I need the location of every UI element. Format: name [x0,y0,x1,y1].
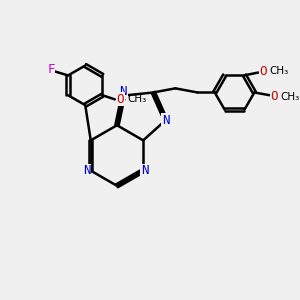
Text: N: N [141,164,148,177]
Text: CH₃: CH₃ [281,92,300,102]
Text: CH₃: CH₃ [269,66,289,76]
Text: O: O [116,93,124,106]
Text: N: N [162,114,169,127]
Text: N: N [119,85,127,98]
Text: O: O [260,65,267,78]
Text: F: F [47,63,55,76]
Text: CH₃: CH₃ [127,94,146,104]
Text: O: O [271,90,278,103]
Text: N: N [83,164,90,177]
